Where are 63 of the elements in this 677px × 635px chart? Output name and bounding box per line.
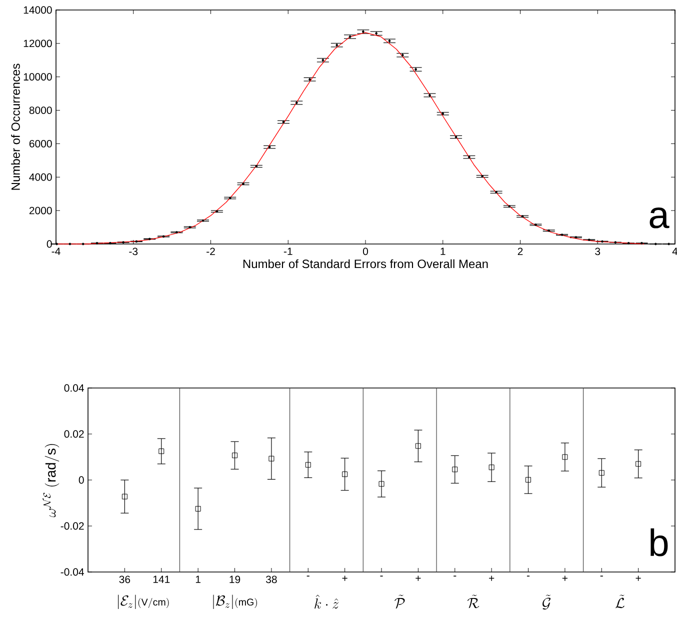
x-tick-label: -3 — [129, 248, 138, 256]
point — [342, 472, 348, 477]
y-tick-label: 8000 — [29, 106, 52, 114]
x-tick-label: + — [416, 576, 421, 581]
text: $\hat{k}\cdot\hat{z}$ — [314, 594, 339, 609]
y-tick-label: -0.04 — [60, 568, 84, 576]
x-tick-label: - — [306, 576, 310, 577]
point — [232, 452, 238, 458]
text: $\tilde{\mathcal{R}}$ — [467, 594, 480, 608]
y-tick-label: 0 — [46, 240, 52, 248]
point — [195, 506, 201, 512]
y-tick-label: 0.02 — [64, 430, 84, 438]
y-axis-title: Number of Occurrences — [11, 64, 20, 190]
x-tick-label: - — [454, 576, 456, 577]
text: $|\mathcal{B}_z|\scriptstyle(\mathrm{mG})$ — [213, 594, 257, 610]
x-tick-label: + — [489, 576, 494, 581]
x-tick-label: - — [380, 576, 383, 577]
annotation: b — [650, 528, 668, 556]
y-tick-label: -0.02 — [60, 522, 84, 530]
x-tick-label: + — [342, 576, 348, 581]
x-tick-label: -2 — [206, 248, 215, 256]
y-tick-label: 2000 — [29, 206, 52, 214]
text: $\tilde{\mathcal{P}}$ — [394, 594, 405, 609]
annotation: a — [650, 207, 670, 228]
point — [122, 494, 128, 500]
x-tick-label: 0 — [362, 248, 368, 256]
y-tick-label: 10000 — [24, 73, 52, 81]
y-tick-label: 4000 — [29, 173, 52, 181]
point — [562, 454, 568, 460]
x-tick-label: 3 — [595, 248, 600, 256]
point — [636, 461, 642, 467]
text: $|\mathcal{E}_z|\scriptstyle(\mathrm{V/cm})$ — [118, 594, 169, 610]
x-tick-label: 36 — [119, 576, 130, 584]
text: $\tilde{\mathcal{L}}$ — [615, 594, 624, 608]
point — [526, 477, 531, 483]
point — [488, 464, 494, 470]
x-tick-label: + — [562, 576, 568, 581]
point — [305, 462, 311, 468]
point — [415, 443, 421, 449]
y-tick-label: 12000 — [24, 40, 52, 48]
point — [158, 448, 164, 454]
point — [598, 470, 604, 476]
x-tick-label: 1 — [440, 248, 446, 255]
point — [268, 456, 274, 462]
y-tick-label: 14000 — [24, 6, 52, 14]
y-tick-label: 0.04 — [64, 384, 84, 392]
x-tick-label: - — [526, 576, 530, 577]
x-tick-label: - — [600, 576, 603, 577]
text: $\tilde{\mathcal{G}}$ — [542, 594, 551, 610]
x-tick-label: 1 — [196, 576, 200, 583]
y-axis-title: $\omega^{\mathcal{N}\mathcal{E}}\ (\mathrm{rad/s})$ — [42, 444, 60, 518]
x-tick-label: + — [636, 576, 641, 581]
x-tick-label: -4 — [52, 248, 60, 255]
x-tick-label: 2 — [518, 248, 523, 256]
x-axis-title: Number of Standard Errors from Overall Mean — [243, 259, 488, 268]
x-tick-label: 141 — [153, 576, 170, 583]
point — [452, 466, 458, 472]
point — [378, 481, 384, 487]
y-tick-label: 0 — [78, 476, 84, 484]
x-tick-label: -1 — [284, 248, 292, 255]
x-tick-label: 19 — [230, 576, 240, 584]
y-tick-label: 6000 — [29, 140, 52, 148]
x-tick-label: 38 — [266, 576, 277, 584]
